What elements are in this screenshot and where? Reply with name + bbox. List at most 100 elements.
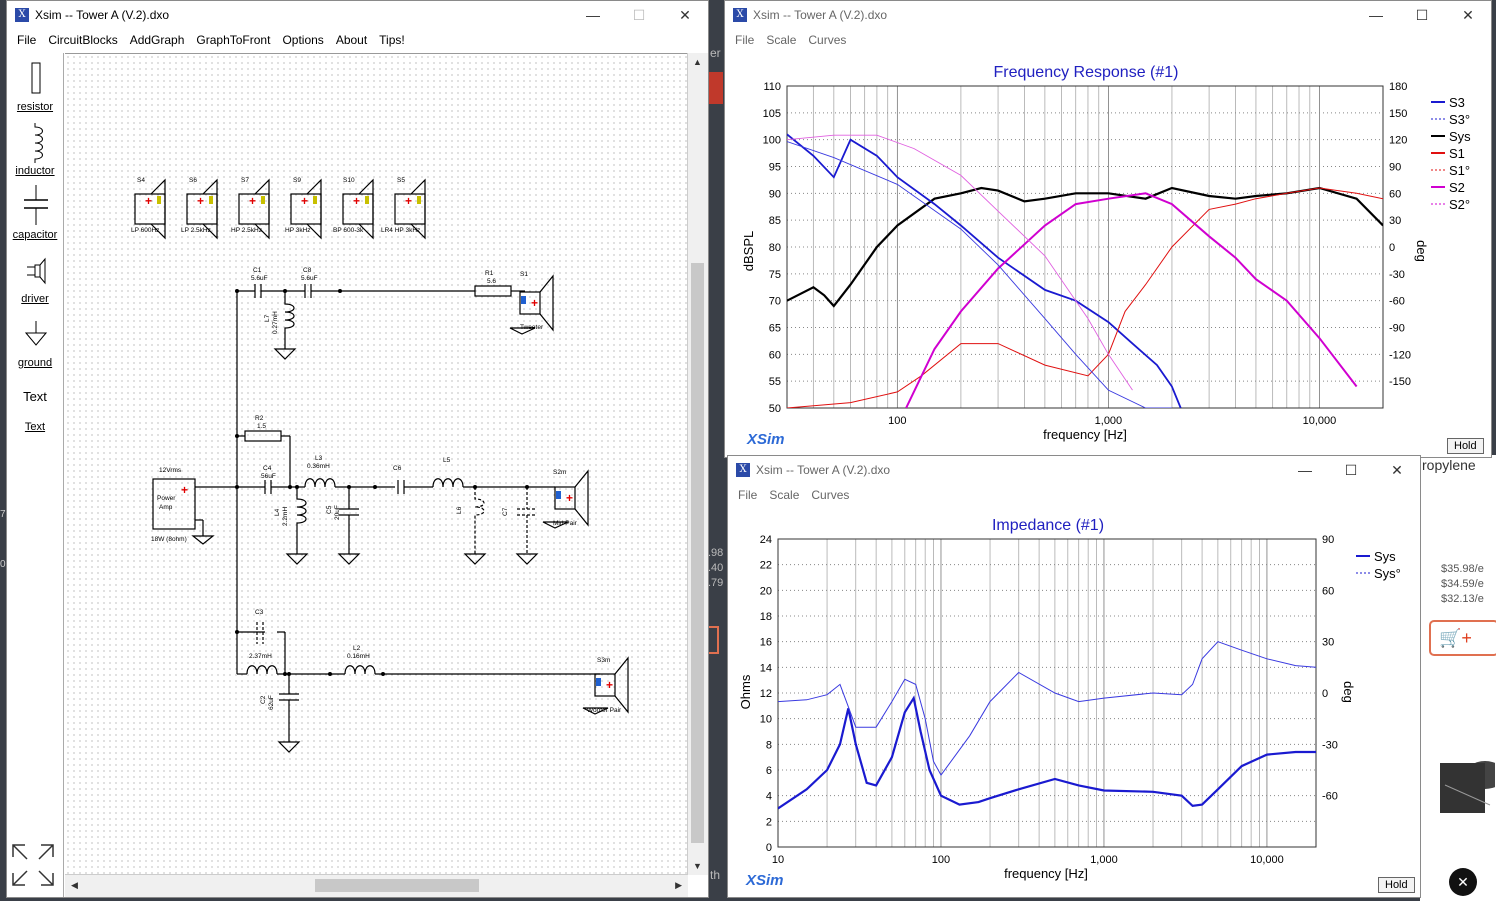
capacitor-icon — [24, 185, 48, 225]
y-tick-label: 8 — [766, 739, 772, 751]
cart-icon: 🛒+ — [1439, 628, 1472, 648]
y-tick-label: 2 — [766, 816, 772, 828]
tool-inductor[interactable]: inductor — [15, 165, 55, 177]
capacitor-product-icon — [1440, 761, 1496, 813]
menu-file[interactable]: File — [735, 33, 755, 47]
x-tick-label: 10,000 — [1250, 854, 1284, 866]
s2-sublabel: Mid Pair — [553, 520, 578, 527]
series-line-s2-phase — [787, 134, 1133, 391]
schematic-canvas[interactable]: + + + + + + + + + + S4 LP 600Hz S6 LP 2.5kHz S7 … — [65, 53, 688, 875]
y2-axis-label: deg — [1414, 240, 1429, 262]
block-s9-icon — [290, 178, 322, 240]
menu-file[interactable]: File — [738, 488, 758, 502]
legend-label: S1° — [1449, 163, 1470, 178]
tool-capacitor[interactable]: capacitor — [12, 229, 58, 241]
maximize-button[interactable]: ☐ — [1344, 462, 1358, 478]
minimize-button[interactable]: — — [586, 7, 600, 23]
minimize-button[interactable]: — — [1369, 7, 1383, 23]
plot-frame — [786, 85, 1384, 409]
svg-text:+: + — [197, 194, 204, 208]
s2-label: S2m — [553, 469, 566, 476]
frequency-response-window: X Xsim -- Tower A (V.2).dxo — ☐ ✕ File S… — [724, 0, 1492, 458]
menu-circuitblocks[interactable]: CircuitBlocks — [48, 33, 118, 47]
menu-curves[interactable]: Curves — [808, 33, 847, 47]
menu-scale[interactable]: Scale — [766, 33, 797, 47]
menu-about[interactable]: About — [335, 33, 368, 47]
fr-title-bar[interactable]: X Xsim -- Tower A (V.2).dxo — ☐ ✕ — [725, 1, 1491, 29]
y-tick-label: 0 — [766, 842, 772, 854]
bg-product-image — [1425, 755, 1496, 835]
close-button[interactable]: ✕ — [1462, 7, 1474, 23]
minimize-button[interactable]: — — [1298, 462, 1312, 478]
scroll-left-icon[interactable]: ◀ — [71, 880, 78, 890]
l2-value: 0.16mH — [347, 653, 370, 660]
y2-tick-label: 0 — [1389, 242, 1395, 254]
block-s4-icon — [134, 178, 166, 240]
tool-ground[interactable]: ground — [17, 357, 53, 369]
circuit-title-bar[interactable]: X Xsim -- Tower A (V.2).dxo — ☐ ✕ — [7, 1, 708, 29]
power-amp-icon — [152, 478, 215, 545]
scroll-up-icon[interactable]: ▲ — [693, 57, 702, 67]
tool-text-underlined[interactable]: Text — [24, 421, 46, 433]
l2-label: L2 — [353, 645, 361, 652]
fit-view-icon[interactable] — [11, 843, 55, 887]
hold-button[interactable]: Hold — [1447, 438, 1484, 454]
c4-label: C4 — [263, 465, 272, 472]
close-button[interactable]: ✕ — [679, 7, 691, 23]
xsim-brand: XSim — [747, 431, 785, 448]
y-tick-label: 90 — [769, 188, 781, 200]
c5-value: 20uF — [334, 505, 341, 520]
l3-value: 0.36mH — [307, 463, 330, 470]
y2-tick-label: 120 — [1389, 135, 1407, 147]
close-button[interactable]: ✕ — [1391, 462, 1403, 478]
c8-value: 5.6uF — [301, 275, 318, 282]
x-axis-label: frequency [Hz] — [1004, 866, 1088, 881]
close-overlay-button[interactable]: ✕ — [1449, 868, 1477, 896]
hold-button[interactable]: Hold — [1378, 877, 1415, 893]
block-s9-id: S9 — [293, 177, 301, 184]
impedance-chart[interactable]: Impedance (#1) Ohms deg frequency [Hz] 0… — [728, 506, 1420, 898]
block-s10-icon — [342, 178, 374, 240]
mid-driver-icon — [542, 469, 589, 529]
x-tick-label: 1,000 — [1090, 854, 1118, 866]
scroll-down-icon[interactable]: ▼ — [693, 861, 702, 871]
vertical-scrollbar[interactable]: ▲ ▼ — [687, 53, 708, 875]
frequency-response-chart[interactable]: Frequency Response (#1) dBSPL deg freque… — [725, 51, 1491, 457]
maximize-button[interactable]: ☐ — [632, 7, 646, 23]
menu-addgraph[interactable]: AddGraph — [129, 33, 185, 47]
l5-label: L5 — [443, 457, 451, 464]
horizontal-scrollbar[interactable]: ◀ ▶ — [65, 874, 688, 897]
menu-options[interactable]: Options — [282, 33, 324, 47]
menu-tips[interactable]: Tips! — [379, 33, 405, 47]
vertical-scroll-thumb[interactable] — [691, 263, 704, 843]
svg-text:+: + — [405, 194, 412, 208]
y-tick-label: 12 — [760, 688, 772, 700]
xsim-app-icon: X — [15, 8, 29, 22]
c7-label: C7 — [502, 507, 509, 516]
y-tick-label: 100 — [763, 135, 781, 147]
y-tick-label: 95 — [769, 162, 781, 174]
legend-label: Sys — [1449, 129, 1471, 144]
maximize-button[interactable]: ☐ — [1415, 7, 1429, 23]
add-to-cart-button[interactable]: 🛒+ — [1429, 620, 1496, 656]
l4-label: L4 — [274, 508, 281, 516]
menu-file[interactable]: File — [17, 33, 37, 47]
tool-resistor[interactable]: resistor — [16, 101, 54, 113]
y-tick-label: 18 — [760, 611, 772, 623]
menu-graphtofront[interactable]: GraphToFront — [196, 33, 271, 47]
tool-text-plain[interactable]: Text — [23, 389, 47, 404]
schematic-drawing: + + + + + + ++++ S4 LP 600Hz S6 LP 2.5kHz S7 … — [131, 177, 629, 753]
r2-value: 1.5 — [257, 423, 266, 430]
imp-title-bar[interactable]: X Xsim -- Tower A (V.2).dxo — ☐ ✕ — [728, 456, 1420, 484]
fr-menu-bar: File Scale Curves — [725, 29, 1491, 51]
horizontal-scroll-thumb[interactable] — [315, 879, 479, 892]
menu-curves[interactable]: Curves — [811, 488, 850, 502]
y2-tick-label: 30 — [1322, 637, 1334, 649]
menu-scale[interactable]: Scale — [769, 488, 800, 502]
y-tick-label: 20 — [760, 585, 772, 597]
s1-sublabel: Tweeter — [520, 324, 544, 331]
y-tick-label: 24 — [760, 534, 772, 546]
tool-driver[interactable]: driver — [21, 293, 49, 305]
scroll-right-icon[interactable]: ▶ — [675, 880, 682, 890]
legend-label: S3 — [1449, 95, 1465, 110]
